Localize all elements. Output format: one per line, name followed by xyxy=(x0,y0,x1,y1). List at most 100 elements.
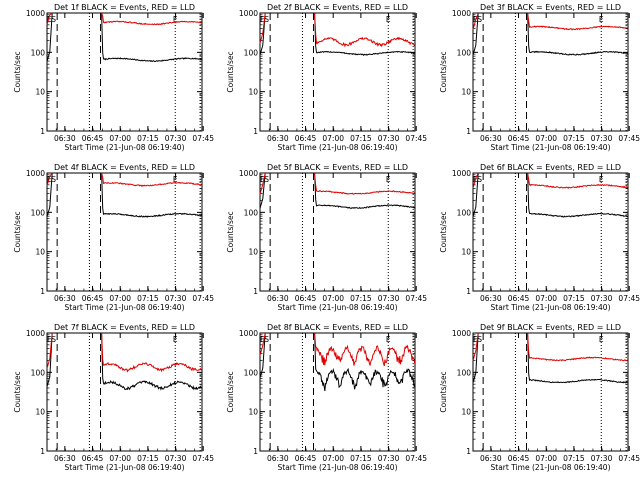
y-tick-label: 1000 xyxy=(26,9,45,18)
lld-series-line xyxy=(259,172,266,195)
event-marker-e: E xyxy=(386,335,391,344)
lld-series-line xyxy=(46,12,53,25)
y-tick-label: 100 xyxy=(244,368,259,377)
lld-series-line xyxy=(472,332,479,361)
x-tick-label: 07:30 xyxy=(378,134,400,143)
x-tick-label: 07:30 xyxy=(378,294,400,303)
panel-4: Det 4f BLACK = Events, RED = LLD 1 10 100 10… xyxy=(13,163,214,312)
y-tick-label: 100 xyxy=(457,48,472,57)
y-tick-label: 1 xyxy=(253,447,258,456)
y-tick-label: 1000 xyxy=(239,329,258,338)
x-tick-label: 07:30 xyxy=(165,454,187,463)
x-tick-label: 06:30 xyxy=(267,134,289,143)
x-tick-label: 07:15 xyxy=(137,134,159,143)
x-tick-label: 06:45 xyxy=(295,454,317,463)
event-marker-s: S xyxy=(477,335,482,344)
x-axis-label: Start Time (21-Jun-08 06:19:40) xyxy=(491,143,611,152)
lld-series-line xyxy=(101,332,202,373)
events-series-line xyxy=(527,172,628,218)
y-tick-label: 1000 xyxy=(239,9,258,18)
plot-frame xyxy=(259,12,416,132)
y-axis-label: Counts/sec xyxy=(13,51,22,92)
x-axis-label: Start Time (21-Jun-08 06:19:40) xyxy=(491,463,611,472)
panel-title: Det 5f BLACK = Events, RED = LLD xyxy=(267,163,408,172)
events-series-line xyxy=(314,12,415,56)
x-tick-label: 06:30 xyxy=(480,134,502,143)
y-axis-label: Counts/sec xyxy=(439,51,448,92)
event-marker-e: E xyxy=(173,175,178,184)
x-axis-label: Start Time (21-Jun-08 06:19:40) xyxy=(278,143,398,152)
y-tick-label: 1 xyxy=(466,127,471,136)
event-marker-e: E xyxy=(599,15,604,24)
plot-frame xyxy=(259,332,416,452)
y-tick-label: 10 xyxy=(248,248,258,257)
event-marker-s: S xyxy=(477,175,482,184)
events-series-line xyxy=(527,12,628,56)
events-series-line xyxy=(46,12,53,62)
x-tick-label: 07:45 xyxy=(405,294,427,303)
x-tick-label: 07:45 xyxy=(618,134,640,143)
lld-series-line xyxy=(314,12,416,48)
x-tick-label: 06:30 xyxy=(54,454,76,463)
x-tick-label: 06:45 xyxy=(295,294,317,303)
y-tick-label: 10 xyxy=(461,248,471,257)
x-tick-label: 07:45 xyxy=(192,294,214,303)
events-series-line xyxy=(472,12,479,56)
events-series-line xyxy=(46,332,53,387)
lld-series-line xyxy=(259,12,266,44)
y-tick-label: 1 xyxy=(253,127,258,136)
y-tick-label: 10 xyxy=(248,88,258,97)
x-tick-label: 07:00 xyxy=(322,294,344,303)
lld-series-line xyxy=(46,172,53,187)
x-tick-label: 07:00 xyxy=(535,454,557,463)
panel-title: Det 7f BLACK = Events, RED = LLD xyxy=(54,323,195,332)
event-marker-e: E xyxy=(260,15,265,24)
x-axis-label: Start Time (21-Jun-08 06:19:40) xyxy=(278,463,398,472)
x-tick-label: 06:30 xyxy=(267,294,289,303)
y-tick-label: 1 xyxy=(40,447,45,456)
x-tick-label: 07:00 xyxy=(322,134,344,143)
y-tick-label: 1000 xyxy=(452,329,471,338)
panel-title: Det 8f BLACK = Events, RED = LLD xyxy=(267,323,408,332)
lld-series-line xyxy=(472,12,479,30)
event-marker-e: E xyxy=(386,15,391,24)
events-series-line xyxy=(259,332,266,379)
y-tick-label: 100 xyxy=(31,208,46,217)
event-marker-e: E xyxy=(260,335,265,344)
event-marker-e: E xyxy=(386,175,391,184)
y-tick-label: 1000 xyxy=(26,329,45,338)
panel-1: Det 1f BLACK = Events, RED = LLD 1 10 100 10… xyxy=(13,3,214,152)
x-tick-label: 06:30 xyxy=(480,454,502,463)
panel-2: Det 2f BLACK = Events, RED = LLD 1 10 100 10… xyxy=(226,3,427,152)
event-marker-s: S xyxy=(51,175,56,184)
event-marker-e: E xyxy=(473,335,478,344)
plot-frame xyxy=(472,172,629,292)
lld-series-line xyxy=(314,172,415,195)
x-axis-label: Start Time (21-Jun-08 06:19:40) xyxy=(491,303,611,312)
y-tick-label: 100 xyxy=(244,48,259,57)
x-tick-label: 07:45 xyxy=(405,134,427,143)
panel-6: Det 6f BLACK = Events, RED = LLD 1 10 100 10… xyxy=(439,163,640,312)
lld-series-line xyxy=(527,12,628,31)
events-series-line xyxy=(101,12,202,63)
x-tick-label: 07:15 xyxy=(350,134,372,143)
x-tick-label: 06:45 xyxy=(82,294,104,303)
event-marker-e: E xyxy=(47,335,52,344)
event-marker-s: S xyxy=(264,335,269,344)
y-tick-label: 10 xyxy=(35,88,45,97)
panel-5: Det 5f BLACK = Events, RED = LLD 1 10 100 10… xyxy=(226,163,427,312)
x-tick-label: 07:15 xyxy=(137,294,159,303)
x-axis-label: Start Time (21-Jun-08 06:19:40) xyxy=(65,463,185,472)
y-tick-label: 100 xyxy=(457,208,472,217)
panel-title: Det 3f BLACK = Events, RED = LLD xyxy=(480,3,621,12)
y-tick-label: 10 xyxy=(461,408,471,417)
lld-series-line xyxy=(101,12,202,26)
y-tick-label: 1000 xyxy=(452,169,471,178)
x-tick-label: 06:30 xyxy=(480,294,502,303)
panel-title: Det 2f BLACK = Events, RED = LLD xyxy=(267,3,408,12)
x-tick-label: 07:45 xyxy=(618,454,640,463)
events-series-line xyxy=(46,172,53,218)
x-tick-label: 06:45 xyxy=(82,454,104,463)
x-axis-label: Start Time (21-Jun-08 06:19:40) xyxy=(65,143,185,152)
